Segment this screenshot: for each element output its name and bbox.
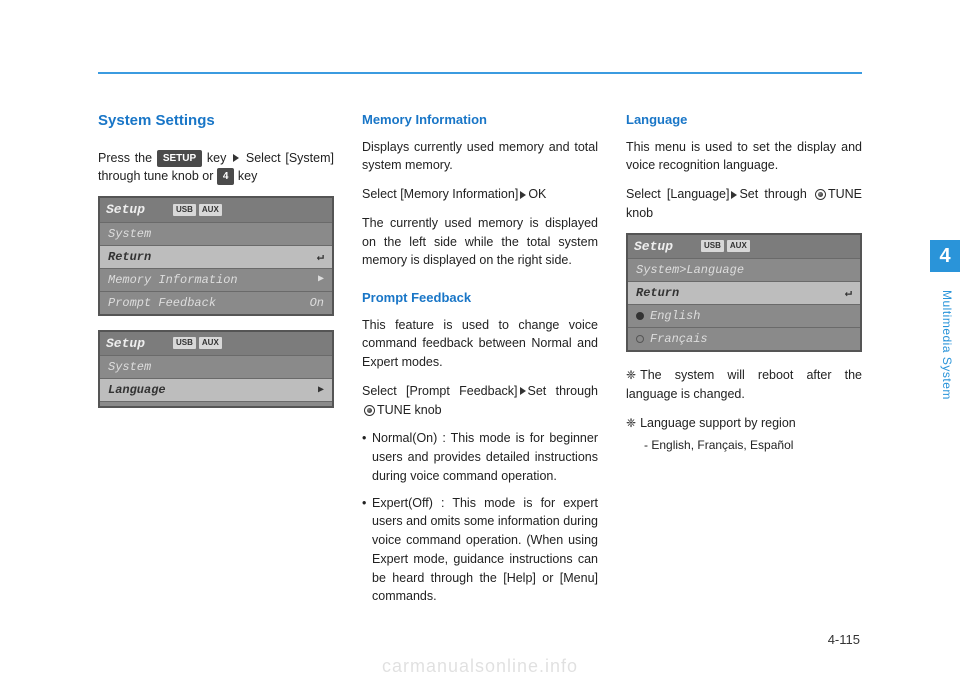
lcd2-title: Setup [106, 334, 145, 354]
lcd-row: Memory Information▶ [100, 268, 332, 291]
triangle-icon [731, 191, 737, 199]
usb-badge-icon: USB [173, 204, 196, 216]
top-rule [98, 72, 862, 74]
lcd-screenshot-2: Setup USB AUX System Language▶ [98, 330, 334, 409]
aux-badge-icon: AUX [199, 337, 222, 349]
note-glyph-icon: ❈ [626, 416, 636, 430]
usb-badge-icon: USB [173, 337, 196, 349]
intro-suffix: key [238, 169, 257, 183]
subheading-language: Language [626, 110, 862, 130]
heading-system-settings: System Settings [98, 110, 334, 133]
bullet-list: Normal(On) : This mode is for beginner u… [362, 429, 598, 606]
column-left: System Settings Press the SETUP key Sele… [98, 110, 334, 616]
intro-prefix: Press the [98, 151, 157, 165]
triangle-icon [520, 387, 526, 395]
lcd-row: Français [628, 327, 860, 350]
list-item: Normal(On) : This mode is for beginner u… [362, 429, 598, 485]
lcd1-title: Setup [106, 200, 145, 220]
aux-badge-icon: AUX [199, 204, 222, 216]
chevron-right-icon: ▶ [318, 272, 324, 287]
paragraph: This menu is used to set the display and… [626, 138, 862, 176]
paragraph: The currently used memory is displayed o… [362, 214, 598, 270]
tune-knob-icon [815, 189, 826, 200]
list-item: Expert(Off) : This mode is for expert us… [362, 494, 598, 607]
num4-key-pill: 4 [217, 168, 235, 185]
lcd-row: Return↵ [100, 245, 332, 268]
lcd1-badges: USB AUX [173, 204, 222, 216]
lcd3-title: Setup [634, 237, 673, 257]
lcd-screenshot-3: Setup USB AUX System>Language Return↵ En… [626, 233, 862, 353]
lcd3-header: Setup USB AUX [628, 235, 860, 259]
note: ❈Language support by region [626, 414, 862, 433]
usb-badge-icon: USB [701, 240, 724, 252]
lcd-row [100, 401, 332, 406]
lcd-row: System [100, 355, 332, 378]
radio-empty-icon [636, 335, 644, 343]
paragraph: Select [Prompt Feedback]Set through TUNE… [362, 382, 598, 420]
triangle-icon [520, 191, 526, 199]
column-right: Language This menu is used to set the di… [626, 110, 862, 616]
lcd3-badges: USB AUX [701, 240, 750, 252]
page-number: 4-115 [828, 632, 860, 647]
chevron-right-icon: ▶ [318, 383, 324, 398]
paragraph: Displays currently used memory and total… [362, 138, 598, 176]
aux-badge-icon: AUX [727, 240, 750, 252]
intro-paragraph: Press the SETUP key Select [System] thro… [98, 149, 334, 187]
lcd2-badges: USB AUX [173, 337, 222, 349]
paragraph: This feature is used to change voice com… [362, 316, 598, 372]
lcd1-header: Setup USB AUX [100, 198, 332, 222]
return-arrow-icon: ↵ [317, 248, 324, 266]
subheading-prompt: Prompt Feedback [362, 288, 598, 308]
return-arrow-icon: ↵ [845, 284, 852, 302]
note-sublist: English, Français, Español [626, 436, 862, 454]
content-area: System Settings Press the SETUP key Sele… [98, 110, 862, 616]
tune-knob-icon [364, 405, 375, 416]
lcd-row: Prompt FeedbackOn [100, 291, 332, 314]
lcd-row: System [100, 222, 332, 245]
intro-mid: key [207, 151, 226, 165]
paragraph: Select [Memory Information]OK [362, 185, 598, 204]
lcd-row: System>Language [628, 258, 860, 281]
watermark: carmanualsonline.info [382, 656, 578, 677]
lcd-row: English [628, 304, 860, 327]
triangle-icon [233, 154, 239, 162]
section-label: Multimedia System [940, 290, 954, 400]
lcd2-header: Setup USB AUX [100, 332, 332, 356]
section-tab: 4 [930, 240, 960, 272]
lcd-screenshot-1: Setup USB AUX System Return↵ Memory Info… [98, 196, 334, 316]
note: ❈The system will reboot after the langua… [626, 366, 862, 404]
setup-key-pill: SETUP [157, 150, 202, 167]
lcd-row: Language▶ [100, 378, 332, 401]
paragraph: Select [Language]Set through TUNE knob [626, 185, 862, 223]
radio-filled-icon [636, 312, 644, 320]
subheading-memory: Memory Information [362, 110, 598, 130]
note-glyph-icon: ❈ [626, 368, 636, 382]
column-middle: Memory Information Displays currently us… [362, 110, 598, 616]
lcd-row: Return↵ [628, 281, 860, 304]
